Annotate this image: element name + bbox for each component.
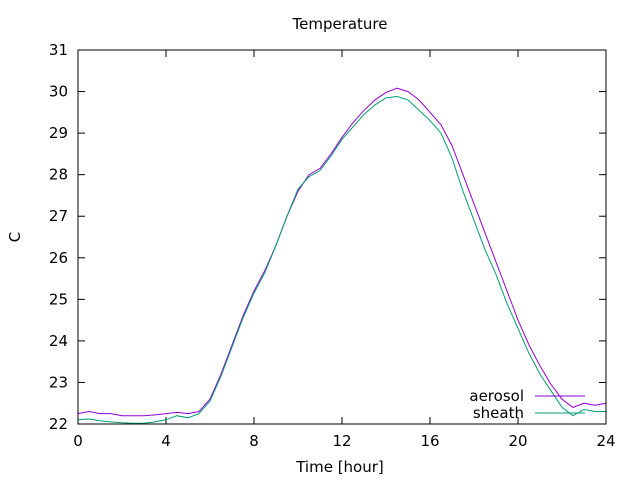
plot-frame xyxy=(77,49,607,425)
axis-ticks: 22 23 24 25 26 27 28 29 30 31 0 4 8 12 16 20 24 xyxy=(49,41,616,450)
series-line-sheath xyxy=(77,95,606,424)
chart-title: Temperature xyxy=(291,15,387,33)
x-tick-label: 16 xyxy=(420,432,439,450)
x-tick-label: 24 xyxy=(596,432,615,450)
x-tick-label: 12 xyxy=(332,432,351,450)
x-tick-label: 4 xyxy=(161,432,171,450)
x-tick-label: 8 xyxy=(249,432,259,450)
y-tick-label: 31 xyxy=(49,41,68,59)
y-tick-label: 30 xyxy=(49,83,68,101)
legend-label-sheath: sheath xyxy=(473,404,524,422)
y-tick-label: 22 xyxy=(49,415,68,433)
y-tick-label: 27 xyxy=(49,207,68,225)
y-tick-label: 25 xyxy=(49,290,68,308)
x-tick-label: 20 xyxy=(508,432,527,450)
series-line-aerosol xyxy=(77,87,607,417)
y-tick-label: 24 xyxy=(49,332,68,350)
legend-label-aerosol: aerosol xyxy=(469,387,524,405)
y-tick-label: 28 xyxy=(49,166,68,184)
x-tick-label: 0 xyxy=(73,432,83,450)
y-tick-label: 23 xyxy=(49,373,68,391)
y-tick-label: 29 xyxy=(49,124,68,142)
plot-series xyxy=(77,87,607,424)
y-tick-label: 26 xyxy=(49,249,68,267)
y-axis-title: C xyxy=(6,232,24,242)
x-axis-title: Time [hour] xyxy=(295,458,384,476)
